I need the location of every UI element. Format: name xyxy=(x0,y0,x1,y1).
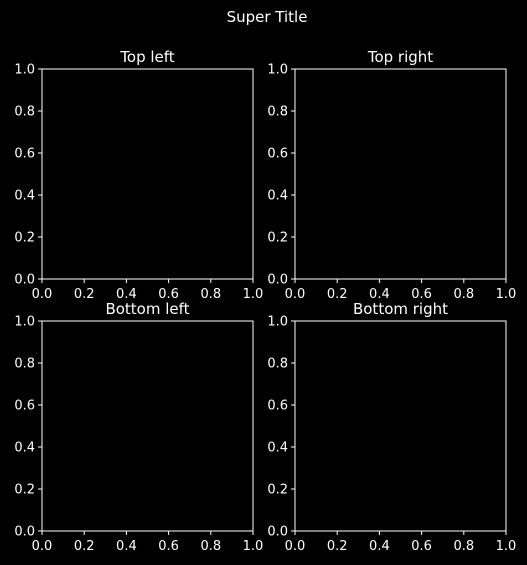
axes-top-right: Top right 0.0 0.2 0.4 0.6 0.8 1.0 0.0 0.2 0.4 0.6 0… xyxy=(267,48,516,302)
y-tick-label-bottom-right-3: 0.6 xyxy=(267,399,288,414)
axes-bottom-left: Bottom left 0.0 0.2 0.4 0.6 0.8 1.0 0.0 0.2 0.4 0.… xyxy=(14,300,263,554)
y-tick-label-top-right-5: 1.0 xyxy=(267,63,288,78)
y-tick-label-top-right-4: 0.8 xyxy=(267,105,288,120)
x-tick-label-bottom-right-4: 0.8 xyxy=(453,539,474,554)
axes-title-top-right: Top right xyxy=(367,48,433,66)
y-tick-label-bottom-right-5: 1.0 xyxy=(267,315,288,330)
x-tick-label-top-right-1: 0.2 xyxy=(327,287,348,302)
axes-top-left: Top left 0.0 0.2 0.4 0.6 0.8 1.0 0.0 0.2 0.4 0.6 0.… xyxy=(14,48,263,302)
y-tick-label-bottom-left-1: 0.2 xyxy=(14,483,35,498)
y-tick-label-bottom-left-0: 0.0 xyxy=(14,525,35,540)
x-tick-label-top-left-3: 0.6 xyxy=(158,287,179,302)
x-tick-label-top-right-4: 0.8 xyxy=(453,287,474,302)
y-tick-label-bottom-right-1: 0.2 xyxy=(267,483,288,498)
x-tick-label-bottom-right-2: 0.4 xyxy=(369,539,390,554)
x-tick-label-top-left-2: 0.4 xyxy=(116,287,137,302)
x-tick-label-bottom-right-3: 0.6 xyxy=(411,539,432,554)
plot-area-top-left xyxy=(41,68,254,280)
y-tick-label-bottom-left-4: 0.8 xyxy=(14,357,35,372)
y-tick-label-bottom-right-2: 0.4 xyxy=(267,441,288,456)
y-tick-label-top-right-1: 0.2 xyxy=(267,231,288,246)
x-tick-label-top-left-4: 0.8 xyxy=(200,287,221,302)
y-tick-label-top-left-3: 0.6 xyxy=(14,147,35,162)
x-tick-label-bottom-left-0: 0.0 xyxy=(32,539,53,554)
x-tick-label-bottom-left-5: 1.0 xyxy=(243,539,264,554)
y-tick-label-top-left-2: 0.4 xyxy=(14,189,35,204)
x-tick-label-bottom-left-1: 0.2 xyxy=(74,539,95,554)
y-tick-label-top-right-0: 0.0 xyxy=(267,273,288,288)
plot-area-bottom-left xyxy=(41,320,254,532)
axes-bottom-right: Bottom right 0.0 0.2 0.4 0.6 0.8 1.0 0.0 0.2 0.4 0… xyxy=(267,300,516,554)
x-tick-label-bottom-left-3: 0.6 xyxy=(158,539,179,554)
x-tick-label-top-right-2: 0.4 xyxy=(369,287,390,302)
y-tick-label-top-left-1: 0.2 xyxy=(14,231,35,246)
x-tick-label-bottom-left-2: 0.4 xyxy=(116,539,137,554)
axes-title-bottom-right: Bottom right xyxy=(353,300,448,318)
x-tick-label-top-right-3: 0.6 xyxy=(411,287,432,302)
x-tick-label-top-left-1: 0.2 xyxy=(74,287,95,302)
y-tick-label-top-left-0: 0.0 xyxy=(14,273,35,288)
y-tick-label-top-left-4: 0.8 xyxy=(14,105,35,120)
y-tick-label-bottom-left-2: 0.4 xyxy=(14,441,35,456)
y-tick-label-bottom-right-0: 0.0 xyxy=(267,525,288,540)
axes-title-top-left: Top left xyxy=(119,48,174,66)
x-tick-label-top-right-0: 0.0 xyxy=(285,287,306,302)
axes-title-bottom-left: Bottom left xyxy=(105,300,189,318)
x-tick-label-top-left-5: 1.0 xyxy=(243,287,264,302)
x-tick-label-top-left-0: 0.0 xyxy=(32,287,53,302)
x-tick-label-bottom-right-5: 1.0 xyxy=(496,539,517,554)
y-tick-label-bottom-left-3: 0.6 xyxy=(14,399,35,414)
y-tick-label-bottom-right-4: 0.8 xyxy=(267,357,288,372)
plot-area-top-right xyxy=(294,68,507,280)
x-tick-label-top-right-5: 1.0 xyxy=(496,287,517,302)
y-tick-label-top-right-3: 0.6 xyxy=(267,147,288,162)
y-tick-label-top-right-2: 0.4 xyxy=(267,189,288,204)
y-tick-label-bottom-left-5: 1.0 xyxy=(14,315,35,330)
plot-area-bottom-right xyxy=(294,320,507,532)
x-tick-label-bottom-left-4: 0.8 xyxy=(200,539,221,554)
y-tick-label-top-left-5: 1.0 xyxy=(14,63,35,78)
figure-suptitle: Super Title xyxy=(227,8,308,26)
x-tick-label-bottom-right-1: 0.2 xyxy=(327,539,348,554)
x-tick-label-bottom-right-0: 0.0 xyxy=(285,539,306,554)
